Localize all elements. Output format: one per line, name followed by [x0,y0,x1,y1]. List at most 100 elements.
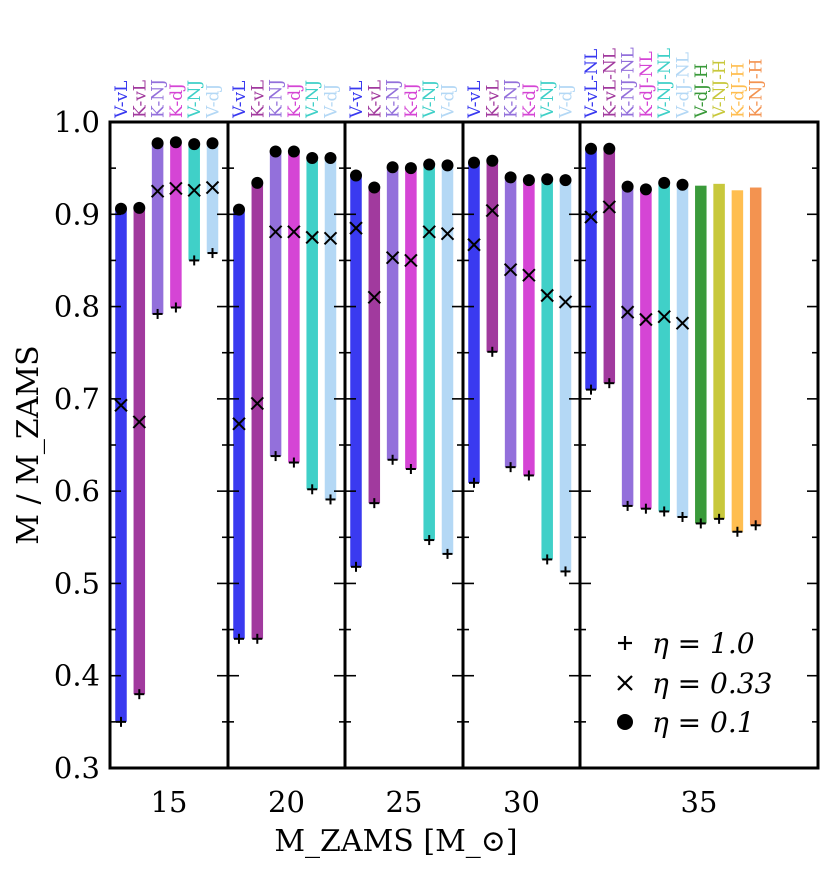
marker-eta-0-1 [639,183,652,196]
marker-eta-0-1 [251,176,264,189]
marker-eta-0-33 [367,290,382,305]
bar [468,162,480,483]
bar [695,185,707,524]
marker-eta-0-1 [151,137,164,150]
bar [306,157,318,490]
legend-label: η = 0.1 [652,706,755,739]
marker-eta-0-33 [422,225,436,239]
bar [603,148,616,384]
y-axis-title: M / M_ZAMS [11,345,46,544]
model-label: V-NJ [185,80,205,119]
marker-eta-1-0 [387,454,398,465]
bar [486,160,499,352]
bar [640,189,652,509]
marker-eta-0-33 [657,310,671,324]
marker-eta-1-0 [469,477,479,488]
marker-eta-0-1 [287,145,300,158]
marker-eta-1-0 [116,716,126,727]
model-label: V-dJ [439,84,459,119]
model-label: V-dJ [204,84,224,119]
model-label: K-dJ [520,83,540,118]
bar [251,182,264,639]
model-label: K-dJ [167,83,187,118]
marker-eta-1-0 [252,633,263,644]
labels-layer: 15V-vLK-vLK-NJK-dJV-NJV-dJ20V-vLK-vLK-NJ… [54,47,767,819]
model-label: K-NJ [384,79,404,118]
model-label: V-NJ-H [710,59,730,119]
marker-eta-0-1 [468,156,480,169]
marker-eta-1-0 [351,561,361,572]
marker-eta-1-0 [369,498,380,509]
marker-eta-1-0 [288,457,299,468]
bar [170,142,182,308]
marker-eta-0-33 [250,396,265,411]
marker-eta-0-1 [269,145,282,158]
marker-eta-0-1 [115,202,127,215]
marker-eta-0-1 [658,176,671,189]
x-axis-title: M_ZAMS [M_⊙] [274,824,517,859]
marker-eta-0-33 [205,180,220,195]
group-label: 25 [386,785,423,819]
group-label: 15 [151,785,188,819]
marker-eta-0-33 [404,253,418,268]
marker-eta-1-0 [134,689,145,700]
marker-eta-0-33 [584,210,598,224]
ticks-layer [110,121,818,769]
model-label: V-dJ [322,84,342,119]
model-label: V-NJ-NL [655,48,675,119]
marker-eta-0-1 [676,178,689,191]
marker-eta-1-0 [604,378,615,389]
marker-eta-1-0 [207,248,218,259]
marker-eta-0-33 [503,262,518,277]
bar [115,208,127,722]
marker-eta-0-33 [305,230,319,245]
bar [405,168,417,469]
model-label: K-dJ-NL [637,51,657,118]
bar [206,143,219,254]
model-label: K-vL [248,80,268,118]
model-label: V-vL-NL [582,49,602,119]
model-label: V-dJ-NL [674,52,694,119]
marker-eta-0-33 [132,415,147,429]
group-label: 30 [503,785,540,819]
marker-eta-1-0 [732,526,743,537]
marker-eta-1-0 [189,255,200,266]
bar [585,148,597,390]
model-label: K-NJ [267,79,287,118]
legend-entry: η = 0.1 [617,706,755,739]
marker-eta-1-0 [586,384,596,395]
marker-eta-0-33 [287,225,301,239]
model-label: K-vL [365,80,385,118]
marker-eta-1-0 [442,548,453,559]
marker-eta-0-1 [621,180,634,193]
marker-eta-0-1 [306,151,319,164]
model-label: K-vL [483,80,503,118]
marker-eta-1-0 [640,503,651,514]
legend-label: η = 0.33 [652,667,772,700]
model-label: K-dJ-H [728,63,748,118]
bar [621,186,634,506]
bar [713,183,725,519]
bar [749,187,762,526]
marker-eta-1-0 [325,494,336,505]
legend-entry: η = 0.33 [617,667,772,700]
marker-eta-0-33 [639,312,653,327]
marker-eta-1-0 [659,506,670,517]
marker-eta-1-0 [622,500,633,511]
model-label: V-vL [112,81,132,119]
marker-eta-0-1 [233,203,245,216]
marker-eta-1-0 [523,470,534,481]
bar [504,177,517,468]
bar [423,164,435,541]
marker-eta-0-33 [467,238,481,252]
marker-eta-0-33 [268,225,283,239]
marker-eta-0-1 [585,142,597,155]
y-tick-label: 1.0 [54,105,100,139]
marker-eta-0-1 [541,173,554,186]
bar [324,157,337,500]
y-tick-label: 0.3 [54,751,100,785]
marker-eta-1-0 [424,535,435,546]
marker-eta-0-1 [522,174,535,187]
bar [658,182,670,512]
marker-eta-1-0 [234,633,244,644]
